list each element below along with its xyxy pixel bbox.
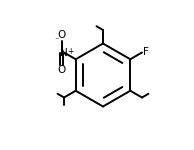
Text: F: F [143, 47, 149, 57]
Text: O: O [57, 30, 66, 40]
Text: +: + [67, 46, 73, 56]
Text: O: O [57, 65, 66, 75]
Text: ⁻: ⁻ [54, 36, 59, 45]
Text: N: N [60, 48, 68, 58]
